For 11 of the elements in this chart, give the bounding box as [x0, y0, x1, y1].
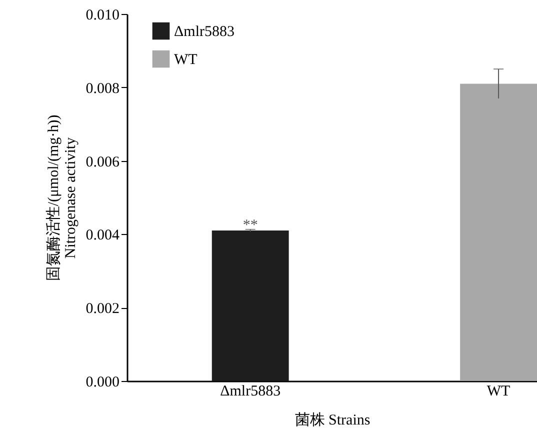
y-tick-label: 0.006	[86, 154, 120, 170]
y-tick-label: 0.010	[86, 8, 120, 24]
y-axis-title: 固氮酶活性/(μmol/(mg·h)) Nitrogenase activity	[44, 114, 79, 282]
y-tick-label: 0.004	[86, 228, 120, 244]
annotation: **	[242, 218, 258, 234]
y-tick-label: 0.008	[86, 80, 120, 97]
legend-label: Δmlr5883	[174, 24, 234, 40]
legend-label: WT	[174, 52, 198, 68]
y-tick-label: 0.002	[86, 301, 120, 318]
y-tick-label: 0.000	[86, 374, 120, 390]
x-axis-title: 菌株 Strains	[294, 412, 370, 428]
